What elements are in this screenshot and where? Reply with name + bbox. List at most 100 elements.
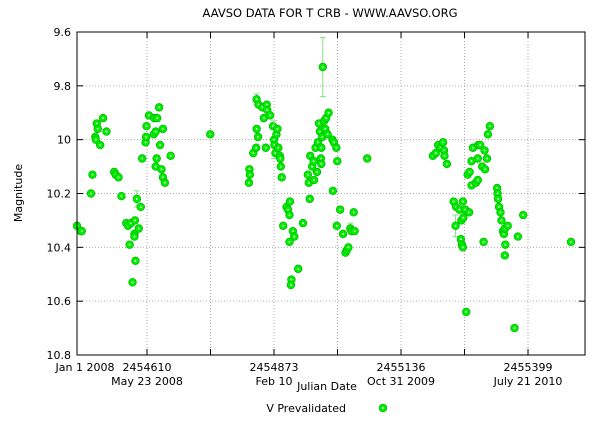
data-point-center [274,152,277,155]
data-point-center [262,117,265,120]
data-point-center [154,165,157,168]
y-tick-label: 10 [57,134,71,147]
data-point-center [476,179,479,181]
data-point-center [319,157,322,160]
data-point-center [327,111,330,114]
data-point-center [332,189,334,192]
data-point-center [504,243,507,246]
data-point-center [277,146,280,149]
data-point-center [264,146,267,149]
data-point-center [454,224,457,227]
data-point-center [332,141,335,144]
data-point-center [162,127,164,130]
x-axis-label: Julian Date [296,380,357,393]
data-point-center [496,192,499,195]
data-point-center [91,173,94,176]
x-tick-date-label: May 23 2008 [111,375,183,388]
data-point-center [162,176,164,179]
data-point-center [272,125,274,128]
data-point-center [134,259,137,262]
legend-marker [378,403,388,413]
data-point-center [443,149,445,152]
data-point-center [479,144,482,146]
data-point-center [139,206,142,208]
data-point-center [347,246,350,249]
data-point-center [352,211,355,214]
data-point-center [496,187,499,190]
data-point-center [461,200,464,203]
data-point-center [290,278,293,281]
data-point-center [339,208,342,211]
data-point-center [488,125,491,128]
data-point-center [461,246,464,249]
data-point-center [90,192,92,195]
data-point-center [465,311,468,313]
data-point-center [148,114,150,117]
data-point-center [269,114,272,117]
data-point-center [297,267,300,270]
y-tick-label: 10.8 [47,349,72,362]
y-axis-ticks: 9.6 9.8 10 10.2 10.4 10.6 10.8 [47,26,585,362]
data-point-center [276,127,279,130]
data-point-center [279,157,282,160]
data-point-center [145,125,148,128]
data-point-center [318,122,320,125]
data-point-center [252,152,255,155]
data-point-center [483,149,486,152]
data-point-center [135,197,138,200]
data-point-center [321,136,324,138]
data-point-center [321,66,324,68]
data-point-center [513,327,516,329]
data-point-center [484,168,486,171]
data-point-center [255,127,258,130]
data-point-center [134,219,136,222]
data-point-center [280,176,283,179]
data-point-center [307,181,310,184]
x-tick-label: Jan 1 2008 [55,361,115,374]
data-point-center [442,141,444,144]
data-point-center [309,154,312,157]
data-point-center [160,168,163,171]
data-point-center [314,146,317,149]
data-point-center [128,243,131,246]
data-point-center [459,238,462,241]
legend: V Prevalidated [266,402,388,415]
data-point-center [336,160,339,163]
y-tick-label: 9.8 [54,80,72,93]
data-point-center [287,208,289,211]
data-point-center [266,109,269,111]
data-point-center [498,206,500,208]
y-tick-label: 10.2 [47,188,72,201]
data-point-center [342,232,344,235]
data-point-center [96,127,99,130]
y-axis-label: Magnitude [12,164,25,223]
data-point-center [335,146,338,149]
data-point-center [117,176,120,179]
data-points [72,36,576,333]
data-point-center [468,171,471,173]
data-point-center [293,235,296,238]
data-point-center [434,152,437,155]
data-point-center [257,136,259,138]
x-tick-date-label: July 21 2010 [493,375,563,388]
data-point-center [99,144,102,146]
data-point-center [468,211,471,214]
x-tick-date-label: Feb 10 [256,375,293,388]
data-point-center [261,106,264,109]
data-point-center [279,165,282,168]
data-point-center [486,157,488,160]
data-point-center [265,103,268,106]
data-point-center [141,157,144,160]
data-point-center [487,133,489,136]
data-point-center [308,197,311,200]
data-point-center [94,138,97,141]
data-point-center [320,146,323,149]
data-point-center [144,141,147,144]
data-point-center [282,224,285,227]
x-tick-label: 2455399 [504,361,553,374]
data-point-center [506,224,509,227]
data-point-center [522,214,525,216]
data-point-center [95,122,98,125]
y-tick-label: 10.6 [47,295,72,308]
